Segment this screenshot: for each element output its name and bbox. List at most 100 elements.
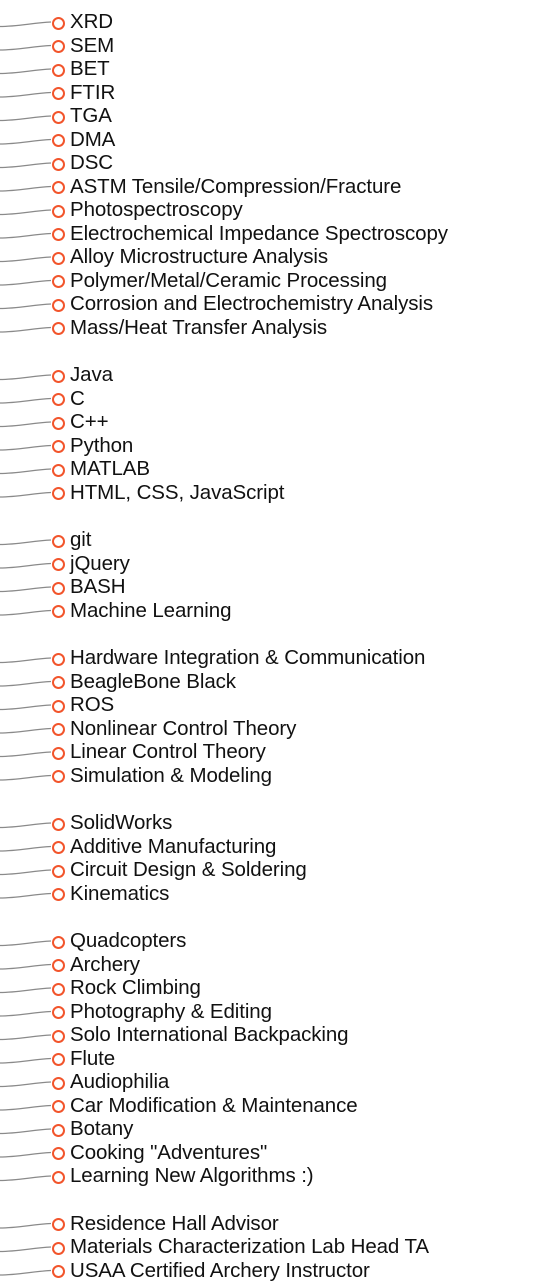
node-label: MATLAB (70, 457, 150, 480)
node-label: Simulation & Modeling (70, 763, 272, 787)
node-label: Cooking "Adventures" (70, 1140, 268, 1164)
node-label: BeagleBone Black (70, 669, 236, 693)
connector-line (0, 987, 52, 994)
node-dma: DMA (52, 128, 115, 152)
node-rock-climbing: Rock Climbing (52, 976, 201, 1000)
node-linear-control-theory: Linear Control Theory (52, 740, 266, 764)
node-circle-icon (52, 134, 65, 147)
node-materials-characterization-lab-head-ta: Materials Characterization Lab Head TA (52, 1235, 429, 1259)
node-label: Corrosion and Electrochemistry Analysis (70, 292, 433, 315)
connector-line (0, 397, 52, 404)
node-additive-manufacturing: Additive Manufacturing (52, 835, 276, 859)
node-circle-icon (52, 440, 65, 453)
connector-line (0, 539, 52, 546)
node-label: FTIR (70, 80, 116, 104)
connector-line (0, 91, 52, 98)
node-beaglebone-black: BeagleBone Black (52, 670, 236, 694)
node-circle-icon (52, 322, 65, 335)
node-tga: TGA (52, 104, 112, 128)
connector-line (0, 822, 52, 829)
connector-line (0, 845, 52, 852)
node-circle-icon (52, 1170, 65, 1184)
node-label: git (70, 528, 92, 551)
node-circle-icon (52, 1265, 65, 1278)
node-audiophilia: Audiophilia (52, 1070, 169, 1094)
node-circle-icon (52, 181, 65, 194)
node-circle-icon (52, 770, 65, 783)
node-label: Mass/Heat Transfer Analysis (70, 315, 328, 339)
node-circle-icon (52, 416, 65, 430)
connector-line (0, 1034, 52, 1041)
node-circle-icon (52, 251, 65, 265)
node-label: Materials Characterization Lab Head TA (70, 1235, 429, 1258)
node-label: SEM (70, 33, 115, 57)
node-car-modification-maintenance: Car Modification & Maintenance (52, 1094, 358, 1118)
node-botany: Botany (52, 1117, 133, 1141)
node-archery: Archery (52, 953, 140, 977)
connector-line (0, 491, 52, 498)
node-cooking-adventures: Cooking "Adventures" (52, 1141, 267, 1165)
node-matlab: MATLAB (52, 457, 150, 481)
node-label: Polymer/Metal/Ceramic Processing (70, 268, 387, 292)
node-html-css-javascript: HTML, CSS, JavaScript (52, 481, 284, 505)
node-alloy-microstructure-analysis: Alloy Microstructure Analysis (52, 245, 328, 269)
node-circle-icon (52, 110, 65, 124)
node-label: Nonlinear Control Theory (70, 716, 297, 740)
node-circle-icon (52, 558, 65, 571)
node-c: C (52, 387, 85, 411)
connector-line (0, 609, 52, 616)
node-circle-icon (52, 1006, 65, 1019)
node-label: HTML, CSS, JavaScript (70, 480, 285, 504)
node-astm-tensile-compression-fracture: ASTM Tensile/Compression/Fracture (52, 175, 401, 199)
node-photography-editing: Photography & Editing (52, 1000, 272, 1024)
node-circle-icon (52, 959, 65, 972)
node-label: TGA (70, 104, 112, 127)
connector-line (0, 963, 52, 970)
connector-line (0, 1057, 52, 1064)
node-java: Java (52, 363, 113, 387)
connector-line (0, 1269, 52, 1276)
connector-line (0, 468, 52, 475)
node-circle-icon (52, 87, 65, 100)
node-label: USAA Certified Archery Instructor (70, 1258, 370, 1282)
node-c: C++ (52, 410, 109, 434)
connector-line (0, 940, 52, 947)
node-label: Learning New Algorithms :) (70, 1164, 314, 1187)
node-ftir: FTIR (52, 81, 115, 105)
node-label: Photospectroscopy (70, 198, 243, 221)
node-label: DMA (70, 127, 116, 151)
node-label: jQuery (70, 551, 130, 575)
connector-line (0, 680, 52, 687)
node-circle-icon (52, 1241, 65, 1255)
connector-line (0, 1010, 52, 1017)
node-git: git (52, 528, 91, 552)
node-label: XRD (70, 10, 113, 33)
node-solo-international-backpacking: Solo International Backpacking (52, 1023, 349, 1047)
connector-line (0, 562, 52, 569)
node-circle-icon (52, 1147, 65, 1160)
node-circle-icon (52, 841, 65, 854)
node-circle-icon (52, 1100, 65, 1113)
node-xrd: XRD (52, 10, 113, 34)
connector-line (0, 303, 52, 310)
node-circle-icon (52, 534, 65, 548)
node-mass-heat-transfer-analysis: Mass/Heat Transfer Analysis (52, 316, 327, 340)
connector-line (0, 1104, 52, 1111)
node-solidworks: SolidWorks (52, 811, 172, 835)
connector-line (0, 162, 52, 169)
connector-line (0, 1081, 52, 1088)
connector-line (0, 1128, 52, 1135)
node-circle-icon (52, 1123, 65, 1137)
node-label: Java (70, 363, 113, 386)
node-circuit-design-soldering: Circuit Design & Soldering (52, 858, 307, 882)
node-circle-icon (52, 699, 65, 713)
node-circle-icon (52, 605, 65, 618)
connector-line (0, 326, 52, 333)
node-corrosion-and-electrochemistry-analysis: Corrosion and Electrochemistry Analysis (52, 292, 433, 316)
node-ros: ROS (52, 693, 114, 717)
node-circle-icon (52, 1076, 65, 1090)
node-label: BET (70, 57, 110, 80)
connector-line (0, 256, 52, 263)
node-nonlinear-control-theory: Nonlinear Control Theory (52, 717, 296, 741)
